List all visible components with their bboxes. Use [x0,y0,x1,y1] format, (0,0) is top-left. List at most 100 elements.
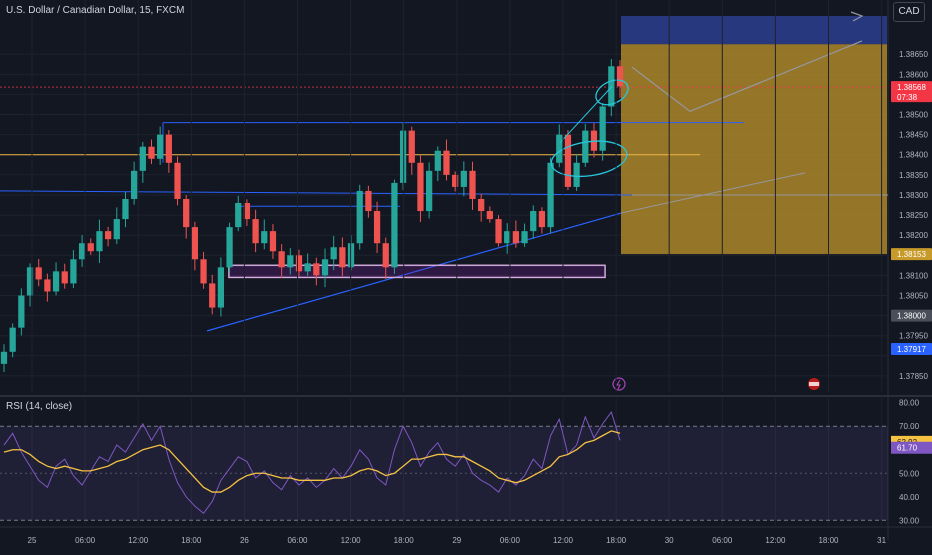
projection-path [631,40,863,113]
stop-box [621,16,887,45]
candle-body [391,182,398,268]
candle-body [104,231,112,240]
price-tick-label: 1.38450 [899,131,928,140]
price-tick-label: 1.38100 [899,271,928,280]
price-label-countdown: 07:38 [897,93,918,102]
candle-body [61,271,68,284]
candle-body [452,174,459,187]
price-tick-label: 1.38050 [899,291,928,300]
candle-body [408,130,415,163]
candle-body [495,219,502,244]
time-tick-label: 18:00 [818,536,839,545]
ellipse-connector [559,86,613,144]
candle-body [382,243,389,268]
trendline-extension [620,172,806,214]
price-tick-label: 1.37950 [899,332,928,341]
candle-body [547,162,554,228]
time-tick-label: 30 [665,536,674,545]
candle-body [70,259,77,284]
candle-body [443,150,450,175]
candle-body [582,130,589,163]
rsi-tick-label: 40.00 [899,493,920,502]
time-tick-label: 31 [877,536,886,545]
projection-arrowhead [850,11,864,22]
lightning-icon [612,377,626,391]
candle-body [512,231,520,244]
candle-body [217,267,225,308]
ascending-trendline [206,212,622,332]
time-tick-label: 26 [240,536,249,545]
price-tick-label: 1.38600 [899,70,928,79]
candle-body [478,198,485,212]
chart-title: U.S. Dollar / Canadian Dollar, 15, FXCM [6,5,185,16]
price-label-text: 1.38153 [897,250,926,259]
candle-body [0,351,8,364]
candle-body [200,259,207,284]
candle-body [26,267,34,296]
candle-body [9,327,16,352]
price-tick-label: 1.38650 [899,50,928,59]
candle-body [243,203,251,220]
candle-body [538,211,546,228]
candle-body [278,251,285,268]
candle-body [148,146,155,159]
price-tick-label: 1.38350 [899,171,928,180]
time-tick-label: 18:00 [181,536,202,545]
time-tick-label: 18:00 [394,536,415,545]
candle-body [261,231,268,244]
candle-body [321,259,329,276]
candle-body [226,227,233,268]
candle-body [131,170,138,199]
candle-body [78,243,86,260]
rsi-value-label-2: 61.70 [897,444,918,453]
candle-body [460,170,467,187]
time-tick-label: 06:00 [75,536,96,545]
price-tick-label: 1.38500 [899,111,928,120]
rsi-tick-label: 50.00 [899,469,920,478]
price-tick-label: 1.38400 [899,151,928,160]
candle-body [304,263,311,272]
price-label-text: 1.38568 [897,83,926,92]
candle-body [252,219,259,244]
candle-body [504,231,511,244]
level-line-blue [0,190,633,196]
time-tick-label: 12:00 [765,536,786,545]
candle-body [287,255,294,268]
candle-body [339,247,346,268]
candle-body [18,295,25,328]
price-label-bg [891,342,932,355]
support-zone-fill [229,265,605,278]
rsi-tick-label: 80.00 [899,399,920,408]
rsi-tick-label: 70.00 [899,422,920,431]
price-label-text: 1.37917 [897,345,926,354]
currency-button[interactable]: CAD [893,2,925,22]
candle-body [521,231,528,244]
candle-body [417,162,424,212]
candle-body [269,231,277,252]
time-tick-label: 12:00 [128,536,149,545]
candle-body [139,146,146,171]
candle-body [122,198,129,220]
candle-body [556,134,563,163]
candle-body [295,255,303,272]
rsi-value-label-2-bg [891,441,932,454]
candle-body [183,198,190,228]
candle-body [157,134,164,159]
price-label-bg [891,248,932,261]
target-box [621,44,887,255]
candle-body [235,203,242,228]
candle-body [313,263,320,276]
price-tick-label: 1.38200 [899,231,928,240]
candle-body [209,283,216,308]
flag-stripe [809,382,819,386]
ellipse-mid [550,140,628,178]
price-label-text: 1.38000 [897,312,926,321]
candle-body [564,134,572,187]
candle-body [434,150,441,171]
candle-body [486,211,493,220]
price-tick-label: 1.37850 [899,372,928,381]
candle-body [44,279,51,292]
candle-body [469,170,476,199]
